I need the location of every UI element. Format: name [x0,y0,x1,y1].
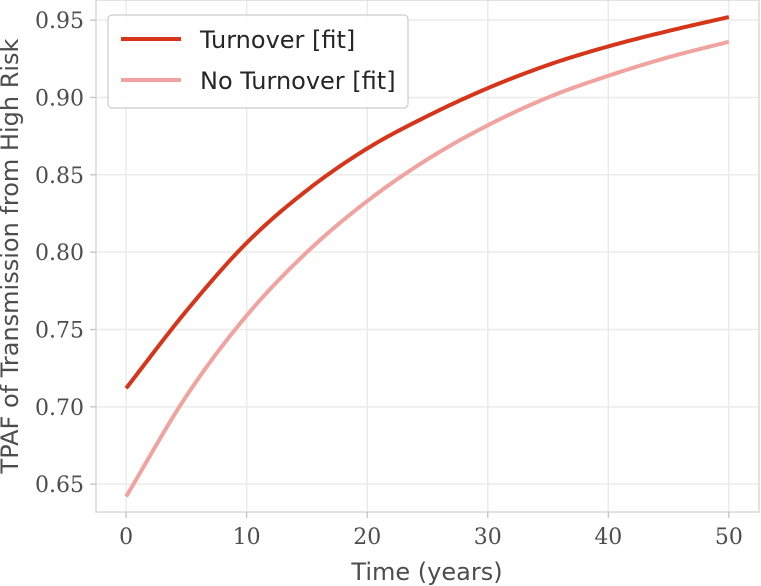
x-tick-label: 50 [715,525,743,550]
y-axis-label: TPAF of Transmission from High Risk [0,38,24,474]
series-line-no-turnover [124,39,730,498]
x-tick-label: 20 [353,525,381,550]
series-line-turnover [124,15,730,390]
x-tick-label: 40 [594,525,622,550]
x-tick-label: 0 [119,525,133,550]
x-tick-label: 10 [233,525,261,550]
y-tick-label: 0.80 [35,241,84,266]
series-lines [124,15,730,498]
y-tick-label: 0.90 [35,86,84,111]
legend-label-no-turnover: No Turnover [fit] [200,67,396,95]
y-tick-label: 0.85 [35,164,84,189]
y-tick-label: 0.70 [35,396,84,421]
legend-label-turnover: Turnover [fit] [199,26,355,54]
x-axis-label: Time (years) [350,558,502,586]
plot-frame [95,0,760,513]
y-tick-label: 0.75 [35,318,84,343]
legend-box [107,14,409,109]
ticks: 0 10 20 30 40 50 0.65 0.70 0.75 0.80 0.85 0.90 0.95 [35,9,743,550]
y-tick-label: 0.95 [35,9,84,34]
x-tick-label: 30 [474,525,502,550]
legend: Turnover [fit] No Turnover [fit] [107,14,409,109]
y-tick-label: 0.65 [35,473,84,498]
